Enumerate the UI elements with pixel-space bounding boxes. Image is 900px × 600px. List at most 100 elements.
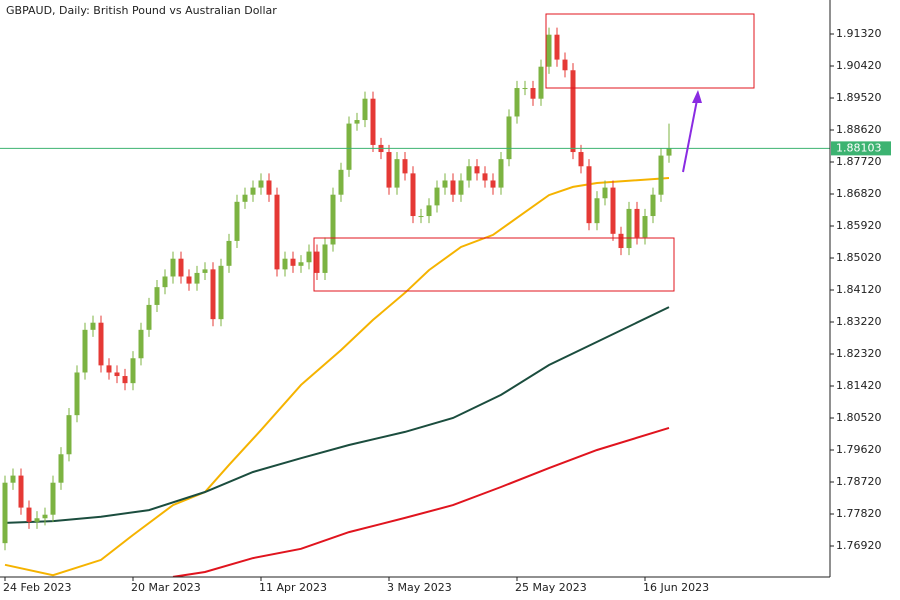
candle-body [66,415,72,455]
candle-body [610,187,616,234]
y-tick-label: 1.90420 [836,59,882,72]
candle-body [162,276,168,288]
y-tick-label: 1.76920 [836,539,882,552]
candle-body [242,194,248,202]
candle-body [482,173,488,181]
candle-body [74,372,80,416]
candle-body [594,198,600,224]
candle-body [98,322,104,366]
candle-body [338,169,344,195]
last-price-label: 1.88103 [836,141,882,154]
candle-body [570,70,576,153]
candle-body [410,173,416,217]
candle-body [42,514,48,519]
candle-body [258,180,264,188]
candle-body [346,123,352,170]
chart-title: GBPAUD, Daily: British Pound vs Australi… [6,4,277,17]
candle-body [154,287,160,305]
candle-body [266,180,272,195]
y-tick-label: 1.85920 [836,219,882,232]
y-tick-label: 1.82320 [836,347,882,360]
candle-body [282,258,288,270]
candle-body [274,194,280,270]
candle-body [2,482,8,544]
candle-body [530,88,536,99]
candle-body [586,166,592,224]
candle-body [370,98,376,145]
candle-body [618,233,624,249]
candle-body [218,265,224,320]
moving-average [4,306,670,524]
y-tick-label: 1.89520 [836,91,882,104]
candle-body [394,159,400,188]
candle-body [538,66,544,99]
candle-body [298,262,304,266]
candle-body [498,159,504,188]
y-tick-label: 1.85020 [836,251,882,264]
candle-body [314,251,320,273]
candle-body [658,155,664,195]
candle-body [578,152,584,167]
candle-body [90,322,96,330]
candle-body [186,276,192,284]
candle-body [634,208,640,238]
candle-body [306,251,312,263]
candle-body [546,34,552,67]
candle-body [386,152,392,188]
candle-body [442,180,448,188]
candle-body [146,304,152,330]
candle-body [466,166,472,181]
y-tick-label: 1.84120 [836,283,882,296]
x-tick-label: 20 Mar 2023 [131,581,201,594]
candle-body [138,329,144,359]
candle-body [402,159,408,174]
candle-body [450,180,456,195]
candle-body [474,166,480,174]
projection-arrow [682,99,698,173]
candle-body [354,120,360,124]
y-tick-label: 1.78720 [836,475,882,488]
candle-body [122,376,128,384]
candle-body [642,216,648,238]
y-tick-label: 1.83220 [836,315,882,328]
candle-body [106,365,112,373]
candle-body [434,187,440,206]
candle-body [562,59,568,71]
candle-body [418,216,424,218]
moving-average [4,177,670,577]
candle-body [234,201,240,241]
candle-body [522,88,528,90]
candle-body [650,194,656,217]
candle-body [362,98,368,121]
candle-body [194,272,200,284]
candle-body [330,194,336,245]
last-price-box [831,141,891,156]
x-tick-label: 3 May 2023 [387,581,452,594]
candle-body [426,205,432,217]
candle-body [514,88,520,117]
candle-body [250,187,256,195]
x-tick-label: 25 May 2023 [515,581,587,594]
x-tick-label: 11 Apr 2023 [259,581,327,594]
y-tick-label: 1.87720 [836,155,882,168]
candle-body [210,269,216,320]
y-tick-label: 1.81420 [836,379,882,392]
support-zone [313,237,675,292]
candle-body [226,240,232,266]
y-tick-label: 1.91320 [836,27,882,40]
candle-body [458,180,464,195]
candle-body [554,34,560,60]
candle-body [26,507,32,522]
candle-body [626,208,632,249]
y-tick-label: 1.77820 [836,507,882,520]
candle-body [602,187,608,199]
candle-body [322,244,328,273]
moving-average [172,426,670,577]
x-tick-label: 16 Jun 2023 [643,581,709,594]
candle-body [202,269,208,273]
candle-body [50,482,56,515]
candle-body [10,475,16,483]
candle-body [130,358,136,384]
